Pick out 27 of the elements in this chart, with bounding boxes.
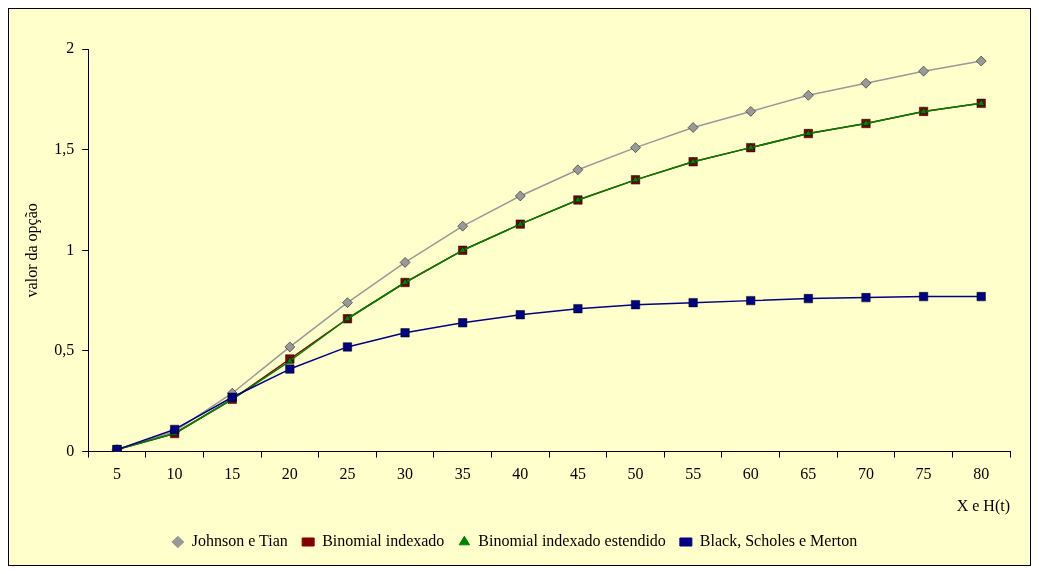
x-tick-label: 30 bbox=[397, 465, 414, 483]
x-tick-label: 55 bbox=[685, 465, 702, 483]
x-tick-label: 35 bbox=[454, 465, 471, 483]
x-tick-label: 75 bbox=[915, 465, 932, 483]
x-tick-label: 5 bbox=[113, 465, 122, 483]
x-tick-label: 15 bbox=[224, 465, 241, 483]
legend-label: Binomial indexado bbox=[322, 532, 445, 550]
x-tick-label: 20 bbox=[281, 465, 298, 483]
legend-label: Binomial indexado estendido bbox=[478, 532, 666, 550]
x-tick-label: 40 bbox=[512, 465, 529, 483]
x-tick-label: 60 bbox=[742, 465, 759, 483]
y-tick-label: 0,5 bbox=[54, 341, 75, 359]
x-tick-label: 10 bbox=[166, 465, 183, 483]
y-tick-label: 2 bbox=[66, 39, 75, 57]
legend-label: Black, Scholes e Merton bbox=[699, 532, 858, 550]
y-tick-label: 1 bbox=[66, 240, 75, 258]
legend-label: Johnson e Tian bbox=[191, 532, 288, 550]
x-tick-label: 65 bbox=[800, 465, 817, 483]
x-tick-label: 80 bbox=[973, 465, 990, 483]
x-tick-label: 45 bbox=[569, 465, 586, 483]
y-axis-title: valor da opção bbox=[22, 203, 41, 298]
y-tick-label: 0 bbox=[66, 441, 75, 459]
x-tick-label: 70 bbox=[857, 465, 874, 483]
y-tick-label: 1,5 bbox=[54, 139, 75, 157]
x-axis-title: X e H(t) bbox=[956, 496, 1010, 515]
x-tick-label: 50 bbox=[627, 465, 644, 483]
x-tick-label: 25 bbox=[339, 465, 356, 483]
